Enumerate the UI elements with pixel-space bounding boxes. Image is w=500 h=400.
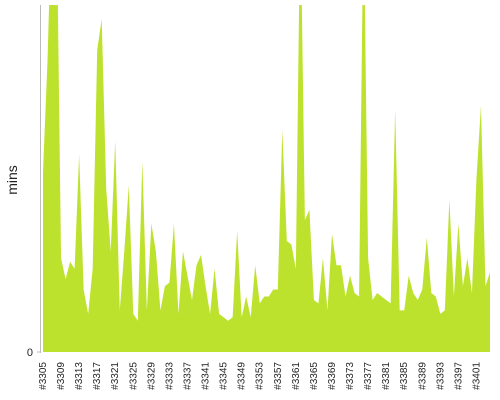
x-tick-label: #3369 [327,362,338,390]
x-tick-label: #3337 [182,362,193,390]
x-tick-label: #3325 [128,362,139,390]
x-tick-label: #3381 [381,362,392,390]
x-tick-label: #3305 [38,362,49,390]
x-tick-label: #3313 [74,362,85,390]
x-tick-label: #3397 [453,362,464,390]
x-tick-label: #3377 [363,362,374,390]
x-tick-label: #3329 [146,362,157,390]
x-tick-label: #3341 [201,362,212,390]
x-tick-label: #3357 [273,362,284,390]
x-tick-label: #3317 [92,362,103,390]
x-tick-label: #3389 [417,362,428,390]
x-tick-label: #3361 [291,362,302,390]
x-tick-label: #3321 [110,362,121,390]
x-tick-label: #3353 [255,362,266,390]
area [43,5,490,352]
x-tick-label: #3333 [164,362,175,390]
y-tick-label: 0 [27,347,33,359]
x-tick-label: #3385 [399,362,410,390]
x-tick-label: #3309 [56,362,67,390]
x-tick-label: #3345 [219,362,230,390]
x-tick-label: #3393 [435,362,446,390]
x-tick-label: #3373 [345,362,356,390]
x-tick-label: #3349 [237,362,248,390]
x-tick-label: #3401 [471,362,482,390]
y-axis-label: mins [4,165,20,195]
x-tick-label: #3365 [309,362,320,390]
